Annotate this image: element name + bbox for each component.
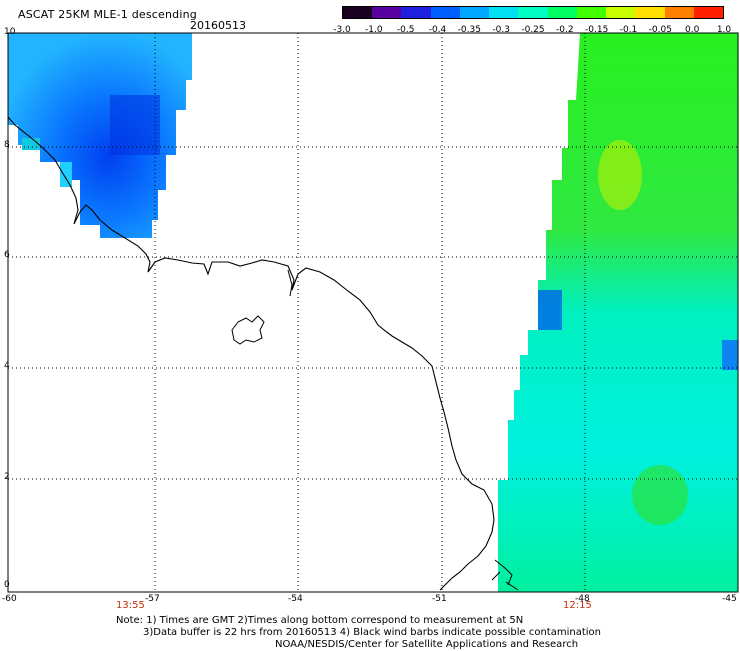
y-tick-label: 4 [4, 361, 10, 371]
colorbar-tick-label: -0.1 [619, 25, 638, 35]
colorbar-segment [459, 7, 490, 18]
colorbar-segment [372, 7, 402, 18]
x-tick-label: -45 [722, 594, 737, 604]
colorbar-segment [635, 7, 665, 18]
colorbar-tick-label: -0.35 [457, 25, 481, 35]
colorbar-tick-label: -0.5 [396, 25, 415, 35]
y-tick-label: 0 [4, 580, 10, 590]
island [231, 315, 265, 345]
coastline [7, 116, 495, 591]
colorbar-tick-label: -3.0 [333, 25, 351, 35]
colorbar-segment [430, 7, 460, 18]
y-tick-label: 6 [4, 250, 10, 260]
x-tick-label: -51 [432, 594, 447, 604]
colorbar-ticks: -3.0 -1.0 -0.5 -0.4 -0.35 -0.3 -0.25 -0.2 -0.15-… [330, 25, 740, 37]
colorbar-segment [401, 7, 431, 18]
colorbar-tick-label: -0.05 [648, 25, 672, 35]
colorbar-segment [518, 7, 548, 18]
coast-detail [491, 559, 519, 591]
colorbar-segment [547, 7, 577, 18]
swath-patch [632, 465, 688, 525]
map-title: ASCAT 25KM MLE-1 descending [18, 8, 197, 21]
colorbar-tick-label: -0.25 [521, 25, 545, 35]
colorbar [342, 6, 724, 19]
y-tick-label: 2 [4, 472, 10, 482]
swath-patch [722, 340, 738, 370]
colorbar-segment [489, 7, 519, 18]
colorbar-tick-label: 1.0 [716, 25, 732, 35]
colorbar-segment [606, 7, 636, 18]
colorbar-segment [343, 7, 373, 18]
swath-east [498, 33, 738, 592]
colorbar-tick-label: -0.4 [428, 25, 447, 35]
swath-patch [598, 140, 642, 210]
pass-time-label: 12:15 [563, 600, 592, 611]
colorbar-segment [576, 7, 607, 18]
colorbar-segment [664, 7, 694, 18]
x-tick-label: -57 [145, 594, 160, 604]
x-tick-label: -48 [575, 594, 590, 604]
plot-frame [7, 32, 739, 593]
swath-patch [22, 138, 40, 150]
swath-patch [538, 290, 562, 330]
swath-northwest [8, 33, 192, 238]
map-date: 20160513 [190, 19, 246, 32]
footnote-line: Note: 1) Times are GMT 2)Times along bot… [116, 615, 524, 626]
pass-time-label: 13:55 [116, 600, 145, 611]
y-tick-label: 8 [4, 140, 10, 150]
graticule [8, 33, 738, 592]
island [287, 269, 293, 297]
colorbar-segment [693, 7, 724, 18]
colorbar-tick-label: -1.0 [365, 25, 383, 35]
x-tick-label: -60 [2, 594, 17, 604]
swath-patch [60, 162, 72, 187]
colorbar-tick-label: -0.3 [492, 25, 510, 35]
colorbar-tick-label: -0.15 [585, 25, 609, 35]
swath-patch [110, 95, 160, 155]
colorbar-tick-label: 0.0 [684, 25, 700, 35]
x-tick-label: -54 [288, 594, 303, 604]
colorbar-tick-label: -0.2 [556, 25, 574, 35]
footnote-line: NOAA/NESDIS/Center for Satellite Applica… [275, 639, 579, 650]
footnote-line: 3)Data buffer is 22 hrs from 20160513 4)… [143, 627, 601, 638]
y-tick-label: 10 [4, 27, 16, 37]
footnote: Note: 1) Times are GMT 2)Times along bot… [116, 615, 601, 651]
